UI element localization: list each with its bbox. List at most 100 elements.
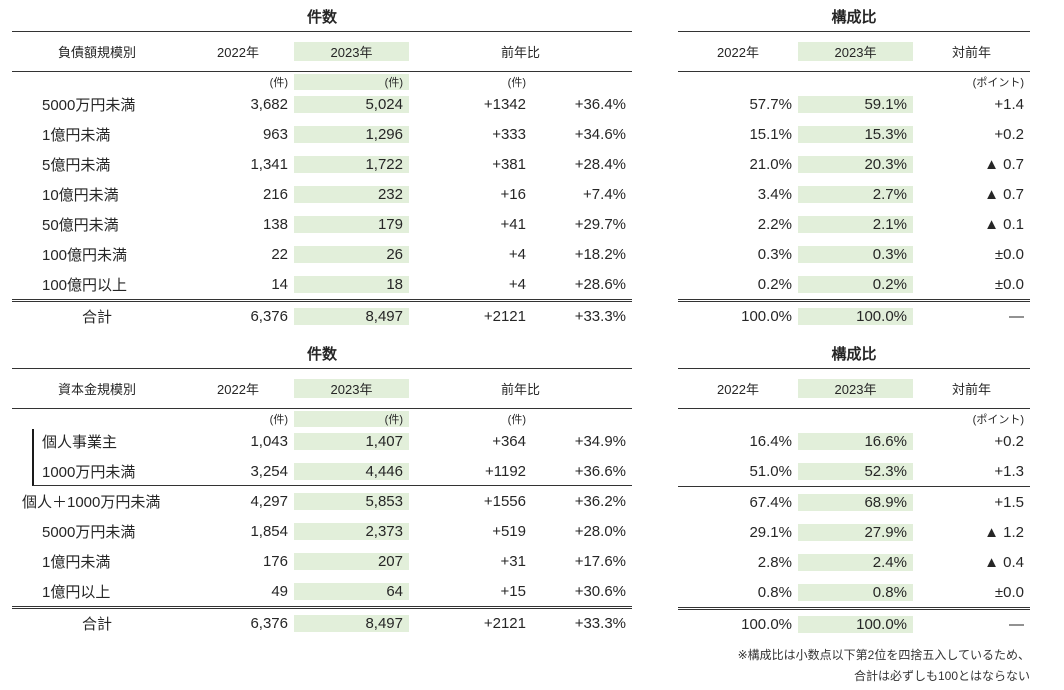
total-row: 100.0% 100.0% — [678, 299, 1030, 331]
cell-value: 64 [294, 582, 409, 600]
cell-value: +519 [492, 522, 526, 540]
table-row: 3.4% 2.7% ▲ 0.7 [678, 179, 1030, 209]
cell-value: 1,722 [294, 155, 409, 173]
column-header-2022: 2022年 [217, 45, 259, 60]
cell-value: 0.8% [757, 583, 792, 601]
cell-value: 2.8% [757, 553, 792, 571]
table-row: 5000万円未満 1,854 2,373 +519 +28.0% [12, 516, 632, 546]
table-header-row: 2022年 2023年 対前年 [678, 32, 1030, 72]
total-row: 100.0% 100.0% — [678, 607, 1030, 639]
cell-value: 8,497 [294, 308, 409, 325]
footnote-line-1: ※構成比は小数点以下第2位を四捨五入しているため、 [737, 648, 1030, 662]
row-label: 5億円未満 [42, 156, 111, 174]
cell-value: 232 [294, 185, 409, 203]
cell-value: +1.4 [994, 95, 1024, 113]
cell-value: 3.4% [757, 185, 792, 203]
cell-value: 29.1% [749, 523, 792, 541]
capital-count-table: 件数 資本金規模別 2022年 2023年 前年比 (件) (件) (件) 個人… [12, 343, 632, 638]
cell-value: +364 [492, 432, 526, 450]
cell-value: 0.3% [798, 245, 913, 263]
cell-value: +30.6% [574, 582, 626, 600]
column-header-change: 前年比 [500, 45, 540, 60]
table-row: 50億円未満 138 179 +41 +29.7% [12, 209, 632, 239]
cell-value: +15 [500, 582, 526, 600]
table-title: 構成比 [678, 6, 1030, 32]
cell-value: +29.7% [574, 215, 626, 233]
table-row: 29.1% 27.9% ▲ 1.2 [678, 517, 1030, 547]
cell-value: 67.4% [749, 493, 792, 511]
cell-value: 176 [262, 552, 288, 570]
cell-value: +28.4% [574, 155, 626, 173]
cell-value: ▲ 1.2 [984, 523, 1024, 541]
cell-value: +1192 [484, 462, 526, 480]
unit-label: (件) [294, 73, 409, 90]
cell-value: 15.1% [749, 125, 792, 143]
cell-value: +4 [508, 275, 526, 293]
capital-ratio-table: 構成比 2022年 2023年 対前年 (ポイント) 16.4% 16.6% +0.… [678, 343, 1030, 639]
cell-value: ▲ 0.1 [984, 215, 1024, 233]
cell-value: +33.3% [574, 615, 626, 632]
cell-value: 2.7% [798, 185, 913, 203]
row-label: 5000万円未満 [42, 96, 136, 114]
debt-count-table: 件数 負債額規模別 2022年 2023年 前年比 (件) (件) (件) 50… [12, 6, 632, 331]
cell-value: 2.2% [757, 215, 792, 233]
column-header-2023: 2023年 [798, 379, 913, 398]
cell-value: 20.3% [798, 155, 913, 173]
cell-value: 21.0% [749, 155, 792, 173]
debt-ratio-table: 構成比 2022年 2023年 対前年 (ポイント) 57.7% 59.1% +1.… [678, 6, 1030, 331]
table-row: 0.8% 0.8% ±0.0 [678, 577, 1030, 607]
cell-value: ±0.0 [994, 583, 1024, 601]
column-header-2023: 2023年 [294, 42, 409, 61]
table-row: 16.4% 16.6% +0.2 [678, 426, 1030, 456]
table-title: 件数 [12, 6, 632, 32]
column-header-2023: 2023年 [294, 379, 409, 398]
total-label: 合計 [81, 616, 112, 633]
cell-value: +28.0% [574, 522, 626, 540]
cell-value: — [1009, 616, 1024, 633]
table-row: 21.0% 20.3% ▲ 0.7 [678, 149, 1030, 179]
cell-value: 207 [294, 552, 409, 570]
table-row: 5000万円未満 3,682 5,024 +1342 +36.4% [12, 89, 632, 119]
cell-value: 16.6% [798, 432, 913, 450]
cell-value: +36.4% [574, 95, 626, 113]
cell-value: 0.3% [757, 245, 792, 263]
row-label: 50億円未満 [42, 216, 119, 234]
table-row: 1億円未満 176 207 +31 +17.6% [12, 546, 632, 576]
row-label: 個人＋1000万円未満 [22, 493, 161, 511]
row-label: 1億円未満 [42, 553, 111, 571]
total-row: 合計 6,376 8,497 +2121 +33.3% [12, 606, 632, 638]
table-row: 1000万円未満 3,254 4,446 +1192 +36.6% [12, 456, 632, 486]
row-label: 1億円以上 [42, 583, 111, 601]
table-row: 2.2% 2.1% ▲ 0.1 [678, 209, 1030, 239]
table-row: 0.2% 0.2% ±0.0 [678, 269, 1030, 299]
cell-value: — [1009, 308, 1024, 325]
row-label: 5000万円未満 [42, 523, 136, 541]
cell-value: 14 [271, 275, 288, 293]
cell-value: ±0.0 [994, 275, 1024, 293]
cell-value: +0.2 [994, 432, 1024, 450]
table-title: 件数 [12, 343, 632, 369]
cell-value: +34.6% [574, 125, 626, 143]
cell-value: +28.6% [574, 275, 626, 293]
table-row: 100億円以上 14 18 +4 +28.6% [12, 269, 632, 299]
footnote-line-2: 合計は必ずしも100とはならない [853, 669, 1030, 683]
cell-value: 2.4% [798, 553, 913, 571]
cell-value: 100.0% [741, 308, 792, 325]
cell-value: +41 [500, 215, 526, 233]
cell-value: ▲ 0.4 [984, 553, 1024, 571]
cell-value: 1,341 [250, 155, 288, 173]
cell-value: +7.4% [583, 185, 626, 203]
cell-value: +36.6% [574, 462, 626, 480]
cell-value: 179 [294, 215, 409, 233]
cell-value: +1342 [483, 95, 526, 113]
capital-size-section: 件数 資本金規模別 2022年 2023年 前年比 (件) (件) (件) 個人… [12, 343, 1064, 639]
unit-label: (ポイント) [972, 413, 1024, 426]
table-row: 個人＋1000万円未満 4,297 5,853 +1556 +36.2% [12, 486, 632, 516]
cell-value: 963 [262, 125, 288, 143]
cell-value: 6,376 [250, 308, 288, 325]
cell-value: 3,254 [250, 462, 288, 480]
row-header-label: 資本金規模別 [57, 382, 136, 397]
grouped-rows: 個人事業主 1,043 1,407 +364 +34.9% 1000万円未満 3,254 4,… [12, 426, 632, 486]
unit-label: (ポイント) [972, 76, 1024, 89]
total-row: 合計 6,376 8,497 +2121 +33.3% [12, 299, 632, 331]
